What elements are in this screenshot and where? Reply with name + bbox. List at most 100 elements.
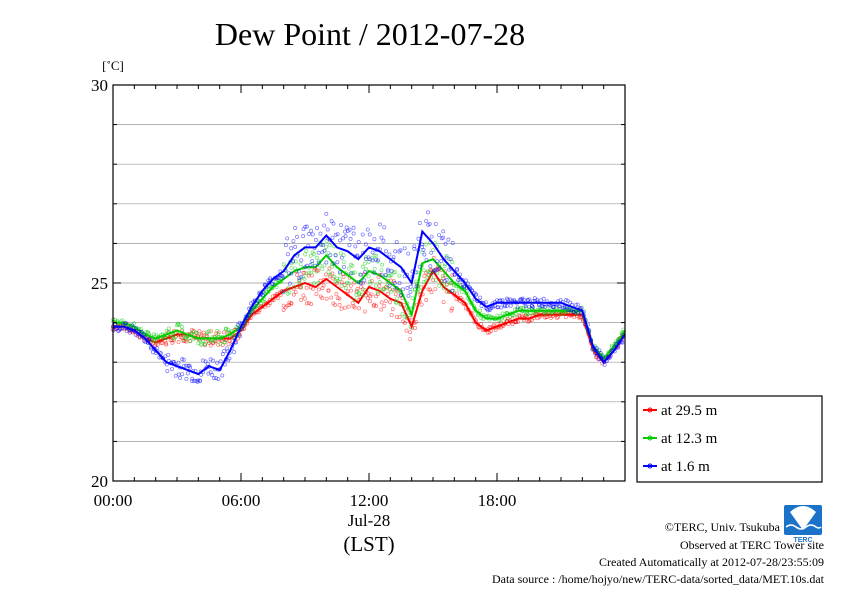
sample-point (386, 267, 391, 272)
series-2 (111, 210, 626, 384)
sample-point (215, 360, 220, 365)
y-tick-label: 20 (91, 472, 108, 491)
sample-point (348, 271, 353, 276)
sample-point (422, 252, 427, 257)
sample-point (181, 337, 186, 342)
sample-point (214, 331, 219, 336)
sample-point (211, 358, 215, 363)
sample-point (393, 249, 398, 254)
sample-point (331, 221, 336, 226)
sample-point (444, 277, 449, 282)
sample-point (601, 354, 606, 359)
sample-point (360, 292, 365, 297)
sample-point (382, 303, 387, 308)
sample-point (142, 332, 147, 337)
sample-point (327, 274, 332, 279)
sample-point (132, 321, 137, 326)
sample-point (408, 325, 413, 329)
sample-point (324, 245, 329, 249)
sample-point (370, 258, 375, 263)
sample-point (450, 273, 455, 278)
sample-point (391, 287, 395, 292)
sample-point (598, 351, 603, 356)
sample-point (338, 251, 343, 256)
sample-point (343, 305, 348, 310)
sample-point (389, 273, 394, 278)
sample-point (341, 264, 346, 269)
sample-point (450, 260, 455, 265)
sample-point (170, 366, 174, 371)
sample-point (493, 327, 498, 332)
sample-point (198, 378, 202, 383)
sample-point (357, 291, 362, 295)
sample-point (281, 275, 286, 280)
sample-point (446, 289, 451, 294)
sample-point (130, 323, 135, 328)
sample-point (285, 303, 290, 308)
sample-point (353, 244, 358, 249)
sample-point (567, 308, 572, 313)
water-drop-icon (790, 506, 816, 530)
source-text: Data source : /home/hojyo/new/TERC-data/… (492, 572, 825, 586)
sample-point (410, 296, 415, 301)
sample-point (304, 248, 309, 253)
sample-point (329, 295, 334, 300)
sample-point (315, 255, 319, 260)
sample-point (417, 221, 422, 226)
sample-point (427, 221, 432, 226)
sample-point (335, 232, 340, 237)
sample-point (286, 286, 291, 291)
sample-point (379, 235, 384, 240)
x-axis-label: (LST) (343, 532, 394, 556)
sample-point (402, 246, 407, 251)
sample-point (379, 268, 384, 273)
sample-point (424, 258, 429, 263)
sample-point (304, 301, 309, 306)
sample-point (307, 232, 311, 236)
sample-point (299, 284, 304, 289)
sample-point (523, 306, 528, 310)
sample-point (212, 376, 217, 381)
sample-point (208, 329, 213, 334)
sample-point (324, 211, 329, 216)
sample-point (172, 360, 177, 364)
sample-point (164, 336, 169, 340)
sample-point (441, 229, 446, 234)
y-unit-label: [˚C] (102, 58, 124, 73)
sample-point (304, 224, 309, 229)
sample-point (208, 343, 213, 348)
sample-point (571, 309, 576, 314)
sample-point (388, 300, 392, 305)
sample-point (363, 261, 367, 266)
sample-point (362, 278, 367, 283)
sample-point (386, 269, 391, 274)
sample-point (352, 305, 357, 310)
sample-point (299, 258, 304, 263)
sample-point (419, 302, 424, 307)
sample-point (291, 292, 296, 297)
sample-point (222, 340, 227, 345)
x-date-label: Jul-28 (348, 511, 391, 530)
sample-point (478, 308, 483, 313)
sample-point (291, 259, 296, 264)
series-line (113, 253, 626, 360)
sample-point (383, 273, 388, 278)
sample-point (339, 223, 343, 227)
sample-point (521, 297, 526, 302)
series-lines (110, 210, 626, 384)
sample-point (383, 299, 388, 303)
sample-point (400, 287, 405, 292)
sample-point (500, 311, 505, 316)
sample-point (394, 240, 399, 245)
sample-point (426, 287, 431, 292)
sample-point (205, 361, 210, 366)
sample-point (429, 234, 434, 239)
sample-point (295, 234, 299, 239)
sample-point (343, 234, 348, 239)
sample-point (560, 305, 565, 310)
sample-point (334, 292, 339, 297)
sample-point (328, 272, 333, 277)
sample-point (293, 290, 298, 295)
sample-point (527, 297, 532, 302)
sample-point (573, 303, 578, 308)
